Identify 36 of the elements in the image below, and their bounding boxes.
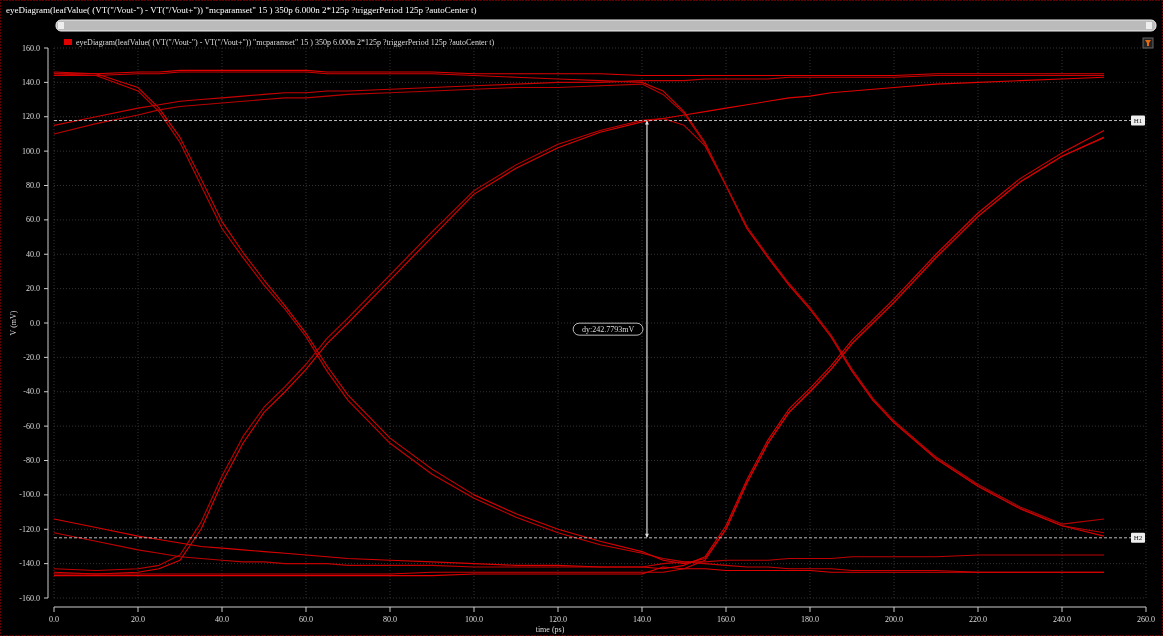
y-tick-label: -20.0 <box>23 352 40 362</box>
x-tick-label: 200.0 <box>885 615 903 624</box>
y-tick-label: -60.0 <box>23 421 40 431</box>
x-tick-label: 120.0 <box>549 615 567 624</box>
x-tick-label: 180.0 <box>801 615 819 624</box>
y-axis-title: V (mV) <box>9 310 18 336</box>
chart-title: eyeDiagram(leafValue( (VT("/Vout-") - VT("/Vout+")) "mcparamset" 15 ) 350p 6.000n 2*125p ?triggerPeriod 125p ?autoCenter t) <box>6 5 477 15</box>
y-tick-label: 140.0 <box>22 77 40 87</box>
y-tick-label: 100.0 <box>22 146 40 156</box>
y-tick-label: -40.0 <box>23 387 40 397</box>
x-tick-label: 80.0 <box>383 615 397 624</box>
y-tick-label: 80.0 <box>26 181 40 191</box>
y-tick-label: 40.0 <box>26 249 40 259</box>
y-tick-label: 0.0 <box>30 318 40 328</box>
y-tick-label: 160.0 <box>22 43 40 53</box>
y-tick-label: -100.0 <box>19 490 40 500</box>
y-tick-label: -80.0 <box>23 456 40 466</box>
x-tick-label: 240.0 <box>1053 615 1071 624</box>
legend-label: eyeDiagram(leafValue( (VT("/Vout-") - VT("/Vout+")) "mcparamset" 15 ) 350p 6.000n 2*125p ?triggerPeriod 125p ?autoCenter t) <box>76 37 495 47</box>
x-tick-label: 220.0 <box>969 615 987 624</box>
y-tick-label: -140.0 <box>19 559 40 569</box>
x-tick-label: 160.0 <box>717 615 735 624</box>
x-tick-label: 60.0 <box>299 615 313 624</box>
x-tick-label: 140.0 <box>633 615 651 624</box>
x-tick-label: 20.0 <box>131 615 145 624</box>
x-tick-label: 260.0 <box>1137 615 1155 624</box>
y-tick-label: 60.0 <box>26 215 40 225</box>
y-tick-label: 120.0 <box>22 112 40 122</box>
y-tick-label: 20.0 <box>26 284 40 294</box>
y-tick-label: -160.0 <box>19 593 40 603</box>
x-tick-label: 0.0 <box>49 615 59 624</box>
x-axis-title: time (ps) <box>535 625 565 634</box>
x-tick-label: 40.0 <box>215 615 229 624</box>
x-tick-label: 100.0 <box>465 615 483 624</box>
y-tick-label: -120.0 <box>19 524 40 534</box>
annotation: dy:242.7793mV <box>581 324 635 334</box>
